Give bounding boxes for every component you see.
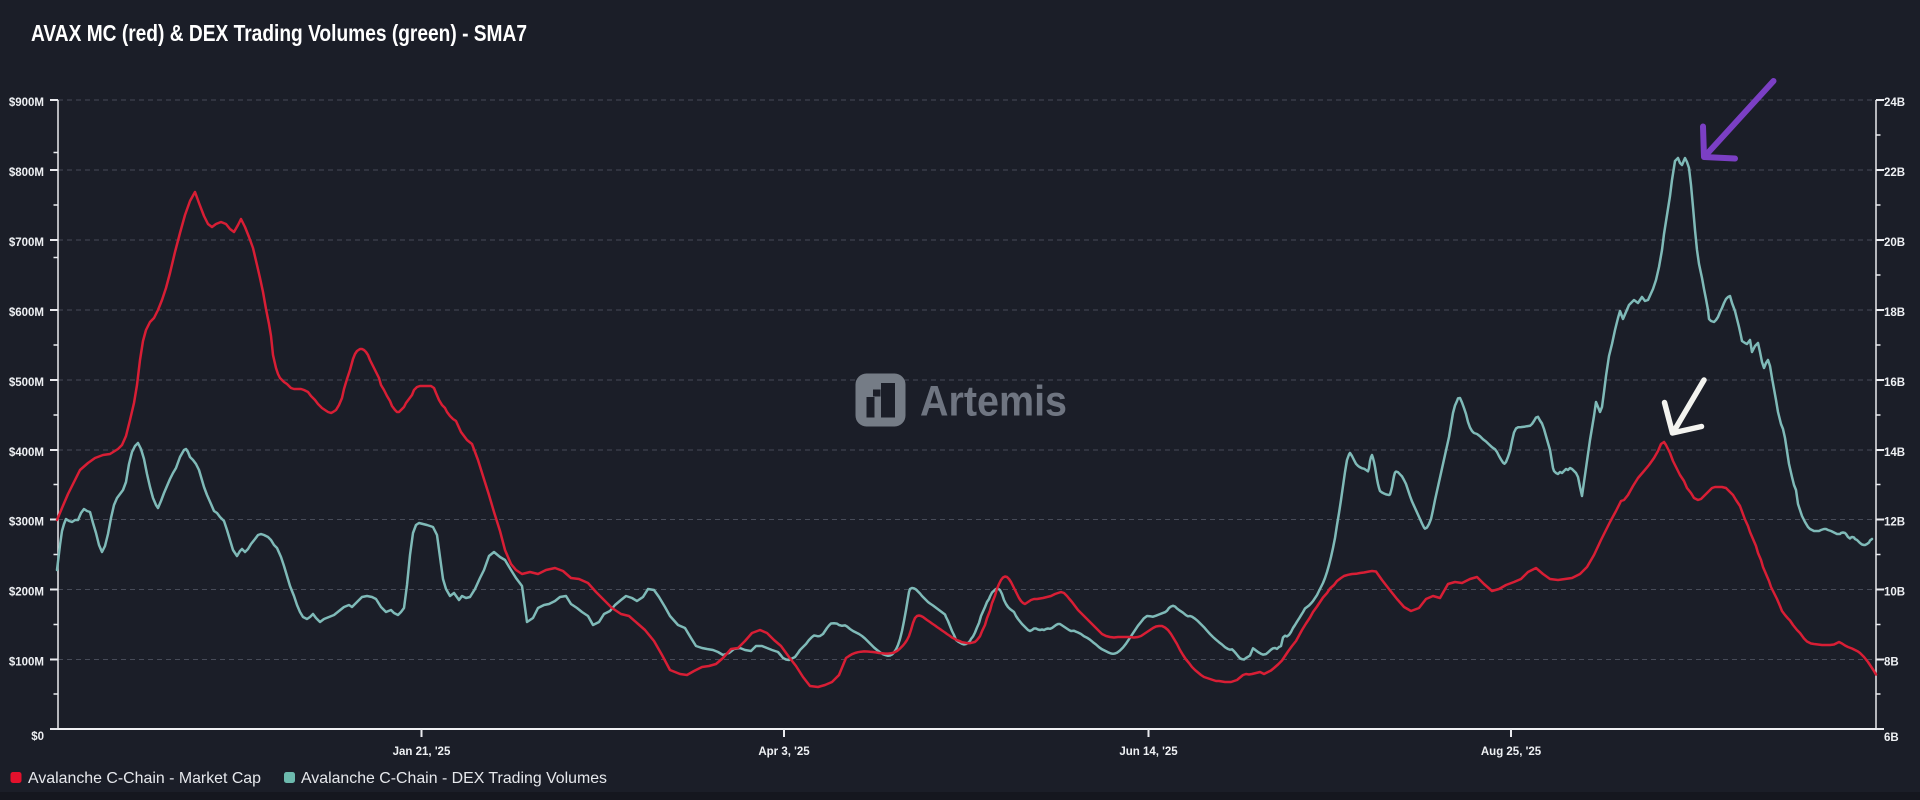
svg-text:24B: 24B bbox=[1884, 97, 1905, 109]
svg-text:AVAX MC (red) & DEX Trading Vo: AVAX MC (red) & DEX Trading Volumes (gre… bbox=[31, 20, 527, 46]
svg-text:$300M: $300M bbox=[9, 517, 44, 529]
svg-text:18B: 18B bbox=[1884, 307, 1905, 319]
svg-text:$400M: $400M bbox=[9, 447, 44, 459]
svg-text:Jan 21, '25: Jan 21, '25 bbox=[393, 746, 451, 758]
svg-text:Aug 25, '25: Aug 25, '25 bbox=[1481, 746, 1542, 758]
svg-text:Avalanche C-Chain - DEX Tradin: Avalanche C-Chain - DEX Trading Volumes bbox=[301, 770, 607, 787]
svg-text:$0: $0 bbox=[31, 731, 44, 743]
svg-text:8B: 8B bbox=[1884, 657, 1899, 669]
svg-text:Jun 14, '25: Jun 14, '25 bbox=[1119, 746, 1178, 758]
svg-text:Avalanche C-Chain - Market Cap: Avalanche C-Chain - Market Cap bbox=[28, 770, 261, 787]
svg-text:16B: 16B bbox=[1884, 377, 1905, 389]
svg-text:$100M: $100M bbox=[9, 657, 44, 669]
svg-text:$900M: $900M bbox=[9, 97, 44, 109]
svg-text:Apr 3, '25: Apr 3, '25 bbox=[758, 746, 810, 758]
svg-text:12B: 12B bbox=[1884, 517, 1905, 529]
svg-text:Artemis: Artemis bbox=[920, 378, 1067, 426]
svg-text:$500M: $500M bbox=[9, 377, 44, 389]
svg-text:14B: 14B bbox=[1884, 447, 1905, 459]
svg-text:$700M: $700M bbox=[9, 237, 44, 249]
svg-text:20B: 20B bbox=[1884, 237, 1905, 249]
svg-text:10B: 10B bbox=[1884, 587, 1905, 599]
svg-text:$800M: $800M bbox=[9, 167, 44, 179]
svg-text:$600M: $600M bbox=[9, 307, 44, 319]
svg-text:$200M: $200M bbox=[9, 587, 44, 599]
svg-text:22B: 22B bbox=[1884, 167, 1905, 179]
svg-text:6B: 6B bbox=[1884, 732, 1899, 744]
